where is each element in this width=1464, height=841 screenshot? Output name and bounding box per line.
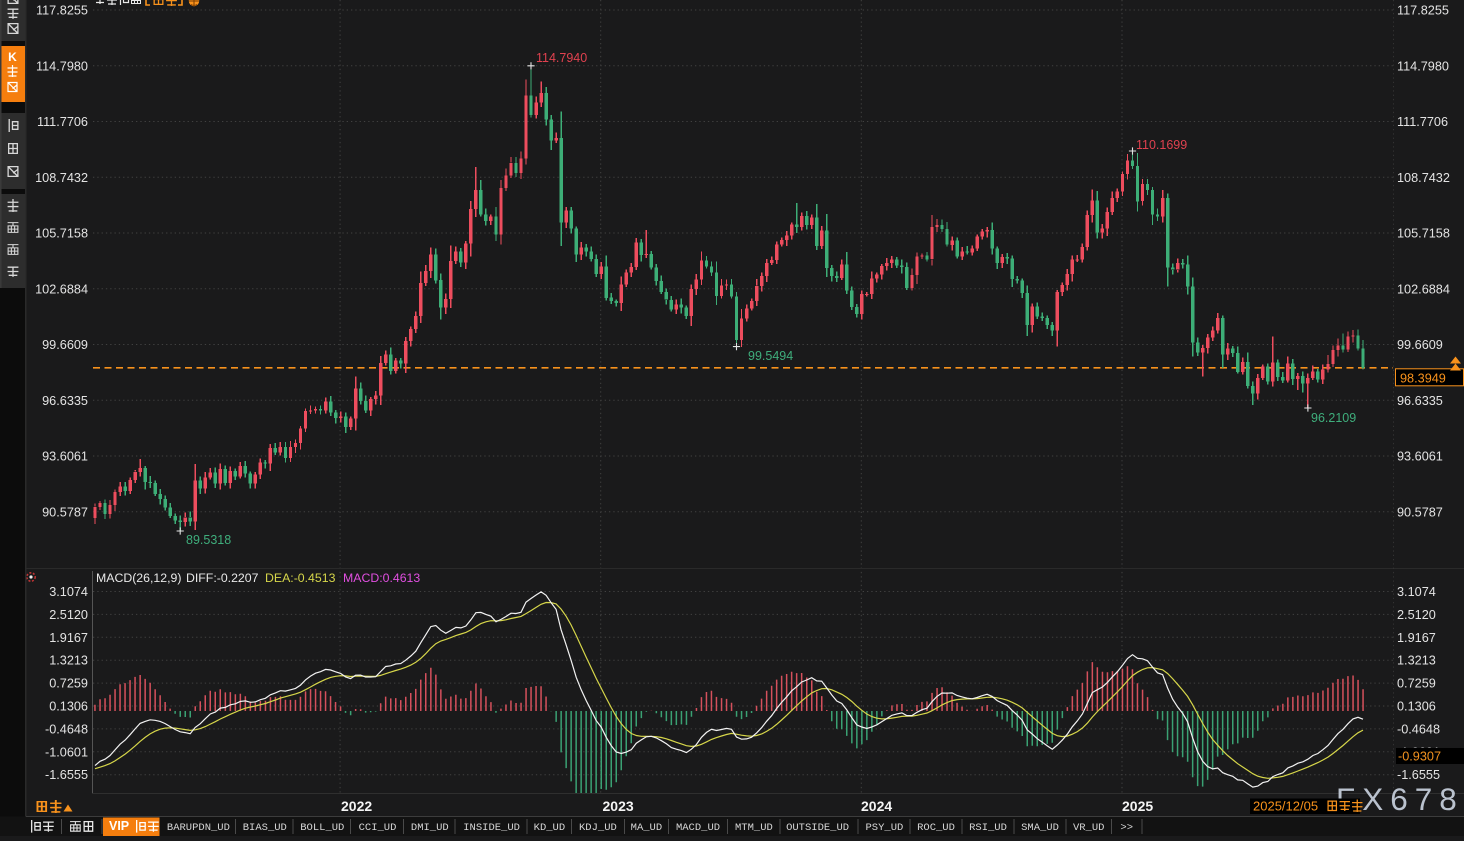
svg-text:2025/12/05: 2025/12/05 bbox=[1253, 799, 1318, 814]
svg-text:-0.4648: -0.4648 bbox=[1397, 722, 1440, 736]
svg-text:MA_UD: MA_UD bbox=[631, 822, 663, 834]
svg-text:DEA:-0.4513: DEA:-0.4513 bbox=[265, 571, 336, 585]
svg-text:2022: 2022 bbox=[341, 798, 372, 814]
svg-text:KD_UD: KD_UD bbox=[534, 822, 566, 834]
svg-text:2024: 2024 bbox=[861, 798, 892, 814]
svg-text:RSI_UD: RSI_UD bbox=[969, 822, 1007, 834]
svg-text:0.7259: 0.7259 bbox=[1397, 677, 1436, 691]
svg-text:0.7259: 0.7259 bbox=[49, 677, 88, 691]
svg-text:VR_UD: VR_UD bbox=[1073, 822, 1105, 834]
svg-text:DMI_UD: DMI_UD bbox=[411, 822, 449, 834]
svg-text:3.1074: 3.1074 bbox=[1397, 585, 1436, 599]
svg-text:99.6609: 99.6609 bbox=[1397, 338, 1443, 352]
svg-text:BARUPDN_UD: BARUPDN_UD bbox=[167, 822, 230, 834]
svg-text:OUTSIDE_UD: OUTSIDE_UD bbox=[786, 822, 849, 834]
svg-text:2023: 2023 bbox=[603, 798, 634, 814]
svg-text:0.1306: 0.1306 bbox=[49, 699, 88, 713]
svg-text:MACD(26,12,9): MACD(26,12,9) bbox=[96, 571, 181, 585]
svg-text:-1.6555: -1.6555 bbox=[1397, 768, 1440, 782]
svg-text:-1.6555: -1.6555 bbox=[45, 768, 88, 782]
svg-text:93.6061: 93.6061 bbox=[42, 450, 88, 464]
svg-text:2.5120: 2.5120 bbox=[49, 608, 88, 622]
svg-text:SMA_UD: SMA_UD bbox=[1021, 822, 1059, 834]
svg-text:96.2109: 96.2109 bbox=[1311, 411, 1356, 425]
svg-text:MACD_UD: MACD_UD bbox=[676, 822, 720, 834]
svg-text:3.1074: 3.1074 bbox=[49, 585, 88, 599]
svg-text:114.7980: 114.7980 bbox=[36, 59, 88, 73]
svg-text:PSY_UD: PSY_UD bbox=[865, 822, 903, 834]
svg-text:1.3213: 1.3213 bbox=[1397, 654, 1436, 668]
svg-text:96.6335: 96.6335 bbox=[42, 394, 88, 408]
svg-text:>>: >> bbox=[1120, 822, 1133, 834]
svg-text:DIFF:-0.2207: DIFF:-0.2207 bbox=[186, 571, 259, 585]
svg-text:INSIDE_UD: INSIDE_UD bbox=[463, 822, 520, 834]
svg-text:105.7158: 105.7158 bbox=[1397, 227, 1450, 241]
svg-text:ROC_UD: ROC_UD bbox=[917, 822, 955, 834]
svg-text:MTM_UD: MTM_UD bbox=[735, 822, 773, 834]
svg-text:114.7980: 114.7980 bbox=[1397, 59, 1449, 73]
svg-text:99.6609: 99.6609 bbox=[42, 338, 88, 352]
svg-text:108.7432: 108.7432 bbox=[35, 171, 88, 185]
svg-text:-0.9307: -0.9307 bbox=[1398, 750, 1441, 764]
svg-text:VIP: VIP bbox=[109, 819, 129, 833]
svg-text:-1.0601: -1.0601 bbox=[45, 745, 88, 759]
svg-text:2025: 2025 bbox=[1122, 798, 1153, 814]
svg-text:-0.4648: -0.4648 bbox=[45, 722, 88, 736]
svg-text:96.6335: 96.6335 bbox=[1397, 394, 1443, 408]
svg-text:BOLL_UD: BOLL_UD bbox=[300, 822, 344, 834]
svg-text:1.3213: 1.3213 bbox=[49, 654, 88, 668]
svg-text:114.7940: 114.7940 bbox=[536, 51, 587, 65]
svg-text:BIAS_UD: BIAS_UD bbox=[243, 822, 287, 834]
svg-text:108.7432: 108.7432 bbox=[1397, 171, 1450, 185]
svg-text:0.1306: 0.1306 bbox=[1397, 699, 1436, 713]
svg-text:89.5318: 89.5318 bbox=[186, 533, 231, 547]
svg-text:102.6884: 102.6884 bbox=[35, 282, 88, 296]
svg-text:1.9167: 1.9167 bbox=[1397, 631, 1436, 645]
svg-text:K: K bbox=[8, 50, 17, 64]
svg-text:93.6061: 93.6061 bbox=[1397, 450, 1443, 464]
svg-text:90.5787: 90.5787 bbox=[42, 505, 88, 519]
svg-text:117.8255: 117.8255 bbox=[1397, 4, 1449, 18]
svg-text:1.9167: 1.9167 bbox=[49, 631, 88, 645]
svg-text:111.7706: 111.7706 bbox=[1397, 115, 1448, 129]
svg-text:110.1699: 110.1699 bbox=[1136, 138, 1187, 152]
svg-text:98.3949: 98.3949 bbox=[1400, 371, 1446, 385]
svg-text:KDJ_UD: KDJ_UD bbox=[579, 822, 617, 834]
svg-text:102.6884: 102.6884 bbox=[1397, 282, 1450, 296]
svg-text:99.5494: 99.5494 bbox=[748, 349, 793, 363]
svg-text:2.5120: 2.5120 bbox=[1397, 608, 1436, 622]
svg-text:111.7706: 111.7706 bbox=[37, 115, 88, 129]
svg-text:CCI_UD: CCI_UD bbox=[359, 822, 397, 834]
svg-text:105.7158: 105.7158 bbox=[35, 227, 88, 241]
svg-text:117.8255: 117.8255 bbox=[36, 4, 88, 18]
svg-text:90.5787: 90.5787 bbox=[1397, 505, 1443, 519]
svg-text:MACD:0.4613: MACD:0.4613 bbox=[343, 571, 420, 585]
